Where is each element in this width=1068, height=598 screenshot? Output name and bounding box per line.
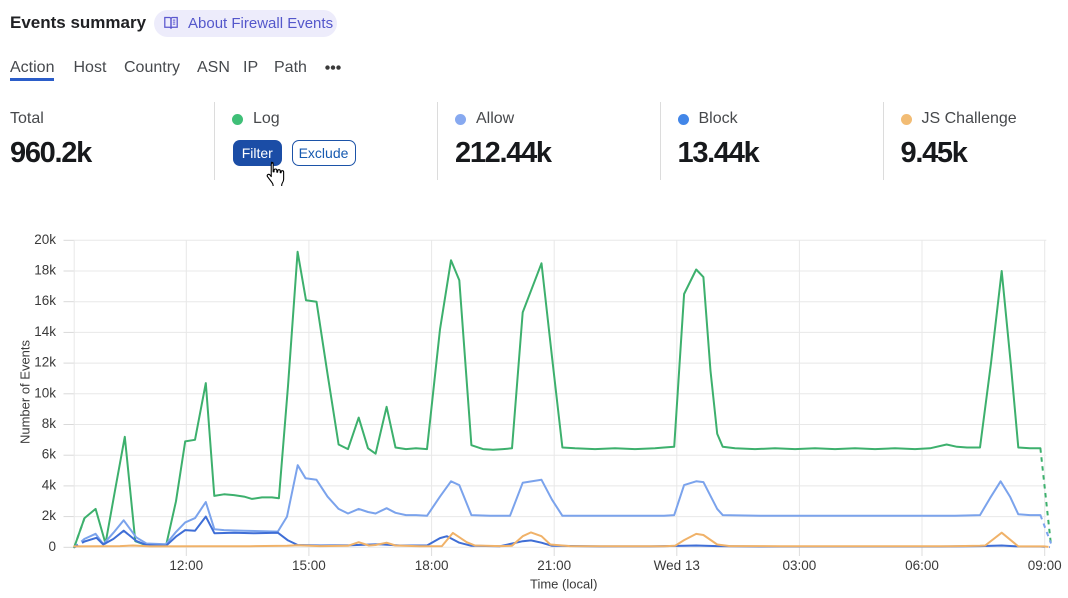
svg-text:2k: 2k bbox=[42, 508, 57, 523]
svg-text:Wed 13: Wed 13 bbox=[654, 558, 700, 573]
svg-text:09:00: 09:00 bbox=[1028, 558, 1062, 573]
svg-text:20k: 20k bbox=[34, 232, 56, 247]
svg-text:0: 0 bbox=[48, 539, 56, 554]
svg-text:18:00: 18:00 bbox=[415, 558, 449, 573]
svg-text:12:00: 12:00 bbox=[169, 558, 203, 573]
svg-text:15:00: 15:00 bbox=[292, 558, 326, 573]
svg-text:10k: 10k bbox=[34, 385, 56, 400]
svg-text:Number of Events: Number of Events bbox=[18, 339, 33, 444]
svg-text:8k: 8k bbox=[42, 416, 57, 431]
svg-text:12k: 12k bbox=[34, 355, 56, 370]
svg-text:4k: 4k bbox=[42, 477, 57, 492]
svg-text:Time (local): Time (local) bbox=[530, 577, 597, 592]
svg-text:06:00: 06:00 bbox=[905, 558, 939, 573]
svg-text:03:00: 03:00 bbox=[783, 558, 817, 573]
svg-text:14k: 14k bbox=[34, 324, 56, 339]
svg-text:21:00: 21:00 bbox=[537, 558, 571, 573]
svg-text:6k: 6k bbox=[42, 447, 57, 462]
svg-text:16k: 16k bbox=[34, 293, 56, 308]
svg-text:18k: 18k bbox=[34, 263, 56, 278]
